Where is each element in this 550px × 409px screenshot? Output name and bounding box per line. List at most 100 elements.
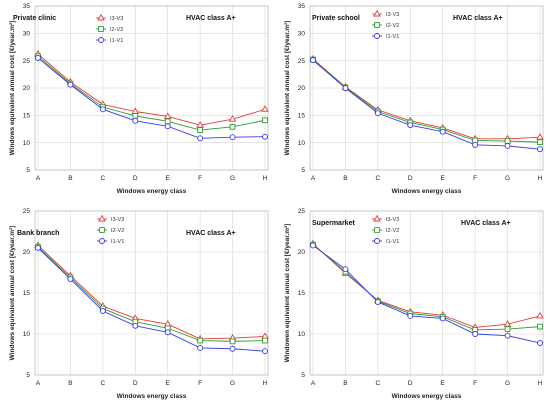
x-tick-label: D — [408, 380, 413, 387]
y-axis-label: Windowen equivalent annual cost [€/year.… — [284, 224, 291, 363]
legend-label: I2-V2 — [110, 27, 123, 33]
data-point — [99, 106, 106, 113]
x-tick-label: D — [133, 175, 138, 182]
x-tick-label: A — [36, 175, 41, 182]
data-point — [164, 118, 171, 125]
y-tick-label: 20 — [298, 85, 306, 92]
chart-svg-bank-branch: 5 10 15 20 25 A B C D E F G H Windows energy class Win… — [9, 208, 269, 400]
data-point — [504, 332, 511, 339]
y-tick-label: 30 — [298, 31, 306, 38]
data-point — [374, 110, 381, 117]
legend-marker — [97, 13, 105, 21]
x-axis-label: Windows energy class — [117, 393, 187, 400]
y-tick-label: 25 — [298, 58, 306, 65]
hvac-annotation: HVAC class A+ — [453, 15, 503, 22]
plot-frame — [34, 5, 269, 171]
data-point — [537, 323, 543, 330]
data-point — [342, 85, 349, 91]
series-line-I3-V3 — [312, 58, 541, 140]
data-point — [407, 313, 414, 319]
series-line-I3-V3 — [37, 53, 266, 126]
legend: I3-V3 I2-V2 I1-V1 — [96, 13, 123, 44]
series-markers-I1-V1 — [310, 242, 543, 346]
legend-label: I3-V3 — [386, 12, 399, 18]
x-tick-label: A — [311, 175, 316, 182]
legend-marker — [98, 214, 106, 222]
series-line-I1-V1 — [37, 247, 266, 352]
y-tick-label: 35 — [23, 3, 31, 10]
x-tick-label: F — [198, 175, 202, 182]
x-tick-label: B — [68, 380, 72, 387]
data-point — [132, 322, 139, 329]
chart-title: Supermarket — [312, 220, 355, 227]
y-tick-label: 10 — [298, 331, 306, 338]
data-point — [196, 121, 204, 128]
data-point — [163, 112, 172, 119]
data-point — [407, 122, 414, 129]
chart-title: Bank branch — [17, 230, 59, 237]
y-tick-label: 15 — [23, 113, 31, 120]
data-point — [229, 134, 236, 141]
x-tick-label: H — [263, 380, 268, 387]
hvac-annotation: HVAC class A+ — [186, 230, 236, 237]
chart-svg-supermarket: 5 10 15 20 25 A B C D E F G H Windows energy class Win… — [284, 208, 544, 400]
plot-frame — [309, 210, 544, 376]
legend-label: I1-V1 — [110, 38, 123, 44]
x-tick-label: C — [101, 380, 106, 387]
series-markers-I1-V1 — [310, 57, 543, 153]
x-tick-label: E — [441, 380, 446, 387]
legend-label: I2-V2 — [386, 228, 399, 234]
data-point — [310, 242, 316, 249]
data-point — [132, 117, 139, 124]
y-tick-label: 5 — [301, 167, 305, 174]
y-tick-label: 15 — [23, 290, 31, 297]
series-markers-I3-V3 — [309, 239, 544, 330]
data-point — [537, 139, 543, 145]
series-markers-I1-V1 — [35, 54, 268, 142]
x-axis-label: Windows energy class — [392, 188, 462, 195]
x-tick-label: D — [408, 175, 413, 182]
y-axis-label: Windows equivalent annual cost [€/year.m… — [9, 21, 16, 156]
legend-label: I3-V3 — [386, 217, 399, 223]
legend-label: I3-V3 — [111, 217, 124, 223]
x-tick-label: F — [198, 380, 202, 387]
data-point — [164, 123, 171, 130]
data-point — [228, 115, 237, 122]
series-line-I2-V2 — [312, 59, 541, 143]
x-tick-label: F — [473, 175, 477, 182]
y-tick-label: 20 — [23, 249, 31, 256]
data-point — [67, 81, 74, 88]
series-line-I1-V1 — [37, 57, 266, 139]
legend-marker — [373, 9, 381, 17]
legend-marker — [374, 33, 380, 39]
x-tick-label: H — [538, 175, 543, 182]
legend-marker — [98, 37, 104, 43]
chart-supermarket: 5 10 15 20 25 A B C D E F G H Windows energy class Win… — [275, 205, 550, 409]
chart-title: Private clinic — [13, 15, 56, 22]
data-point — [35, 244, 41, 251]
data-point — [504, 326, 511, 332]
plot-frame — [34, 210, 269, 376]
x-axis-label: Windows energy class — [392, 393, 462, 400]
y-tick-label: 5 — [26, 167, 30, 174]
chart-bank-branch: 5 10 15 20 25 A B C D E F G H Windows energy class Win… — [0, 205, 275, 409]
series-markers-I3-V3 — [34, 241, 269, 342]
plot-frame — [309, 5, 544, 171]
x-axis-label: Windows energy class — [117, 188, 187, 195]
x-tick-label: G — [505, 175, 510, 182]
x-tick-label: H — [538, 380, 543, 387]
legend: I3-V3 I2-V2 I1-V1 — [372, 214, 399, 245]
data-point — [197, 127, 203, 133]
data-point — [197, 344, 204, 351]
legend: I3-V3 I2-V2 I1-V1 — [97, 214, 124, 245]
y-tick-label: 15 — [298, 113, 306, 120]
x-tick-label: C — [376, 175, 381, 182]
legend-marker — [99, 227, 105, 233]
data-point — [197, 337, 203, 344]
data-point — [439, 128, 446, 135]
data-point — [537, 340, 543, 346]
data-point — [536, 133, 544, 140]
y-tick-label: 15 — [298, 290, 306, 297]
series-line-I2-V2 — [37, 246, 266, 342]
data-point — [261, 105, 269, 112]
